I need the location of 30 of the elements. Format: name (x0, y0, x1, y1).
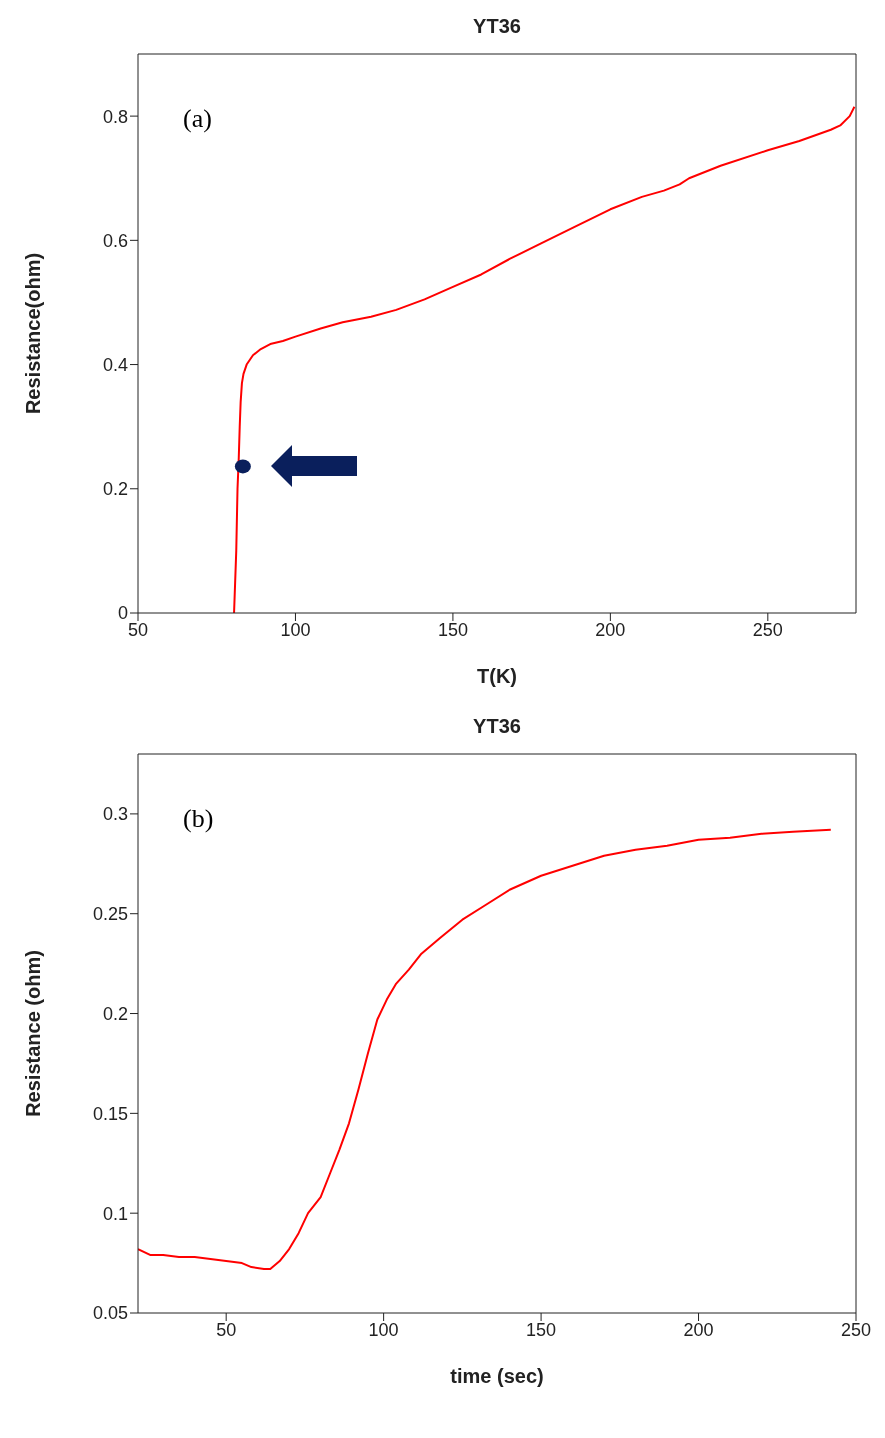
y-tick-label: 0.05 (92, 1303, 128, 1324)
y-tick-label: 0.4 (102, 354, 128, 375)
y-tick-label: 0.8 (102, 106, 128, 127)
y-tick-label: 0.15 (92, 1103, 128, 1124)
y-tick-label: 0.6 (102, 230, 128, 251)
x-tick-label: 200 (683, 1319, 714, 1340)
x-axis-title: time (sec) (450, 1365, 544, 1387)
annotation: (a) (183, 104, 212, 134)
y-tick-label: 0.1 (102, 1203, 128, 1224)
x-tick-label: 100 (368, 1319, 399, 1340)
y-tick-label: 0.2 (102, 1003, 128, 1024)
y-tick-label: 0 (117, 603, 128, 624)
x-tick-label: 250 (840, 1319, 872, 1340)
x-tick-label: 50 (216, 1319, 237, 1340)
x-tick-label: 150 (437, 619, 468, 640)
x-tick-label: 250 (752, 619, 783, 640)
x-tick-label: 100 (280, 619, 311, 640)
y-tick-label: 0.3 (102, 804, 128, 825)
y-tick-label: 0.2 (102, 479, 128, 500)
y-tick-label: 0.25 (92, 904, 128, 925)
chart-title: YT36 (473, 15, 521, 37)
x-tick-label: 150 (526, 1319, 557, 1340)
x-tick-label: 200 (595, 619, 626, 640)
line-series (233, 105, 856, 613)
x-axis-title: T(K) (477, 665, 517, 687)
annotation: (b) (183, 804, 214, 834)
chart-title: YT36 (473, 715, 521, 737)
y-axis-title: Resistance(ohm) (22, 252, 45, 415)
y-axis-title: Resistance (ohm) (22, 950, 45, 1117)
x-tick-label: 50 (127, 619, 149, 640)
